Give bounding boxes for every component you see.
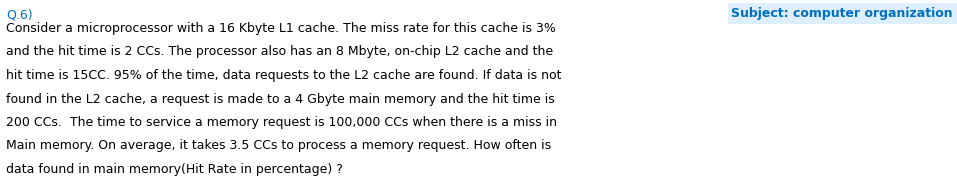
Text: Consider a microprocessor with a 16 Kbyte L1 cache. The miss rate for this cache: Consider a microprocessor with a 16 Kbyt…	[6, 22, 556, 35]
Text: and the hit time is 2 CCs. The processor also has an 8 Mbyte, on-chip L2 cache a: and the hit time is 2 CCs. The processor…	[6, 46, 553, 59]
Text: data found in main memory(Hit Rate in percentage) ?: data found in main memory(Hit Rate in pe…	[6, 163, 343, 176]
Text: Main memory. On average, it takes 3.5 CCs to process a memory request. How often: Main memory. On average, it takes 3.5 CC…	[6, 140, 551, 152]
Text: 200 CCs.  The time to service a memory request is 100,000 CCs when there is a mi: 200 CCs. The time to service a memory re…	[6, 116, 557, 129]
Text: Subject: computer organization: Subject: computer organization	[731, 7, 953, 20]
Text: Q.6): Q.6)	[6, 9, 33, 22]
Text: hit time is 15CC. 95% of the time, data requests to the L2 cache are found. If d: hit time is 15CC. 95% of the time, data …	[6, 69, 562, 82]
Text: found in the L2 cache, a request is made to a 4 Gbyte main memory and the hit ti: found in the L2 cache, a request is made…	[6, 93, 555, 105]
